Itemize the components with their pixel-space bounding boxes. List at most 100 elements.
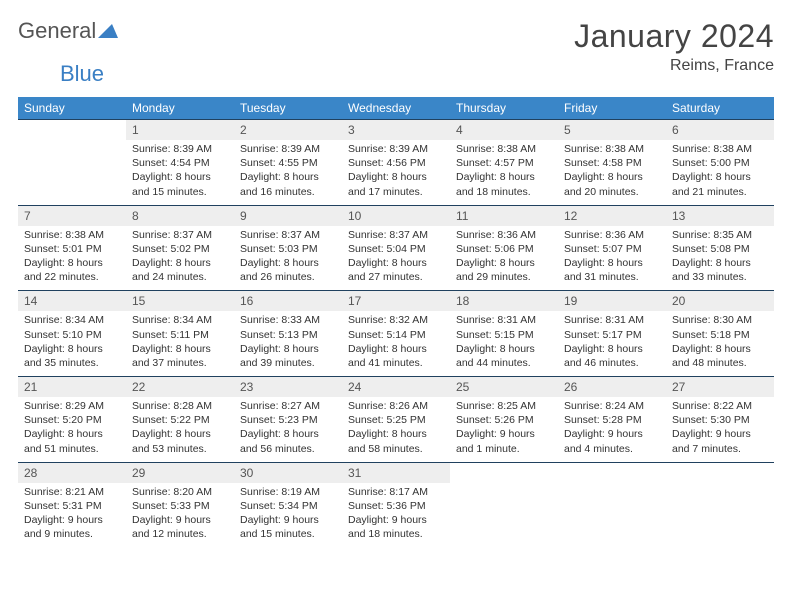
day-number: 12 [558, 206, 666, 226]
calendar-cell: 1Sunrise: 8:39 AMSunset: 4:54 PMDaylight… [126, 120, 234, 206]
calendar-cell [558, 462, 666, 547]
day-number: 5 [558, 120, 666, 140]
calendar-cell: 8Sunrise: 8:37 AMSunset: 5:02 PMDaylight… [126, 205, 234, 291]
calendar-cell [18, 120, 126, 206]
day-details: Sunrise: 8:36 AMSunset: 5:07 PMDaylight:… [558, 228, 666, 285]
day-details: Sunrise: 8:39 AMSunset: 4:56 PMDaylight:… [342, 142, 450, 199]
calendar-cell: 19Sunrise: 8:31 AMSunset: 5:17 PMDayligh… [558, 291, 666, 377]
calendar-cell: 26Sunrise: 8:24 AMSunset: 5:28 PMDayligh… [558, 377, 666, 463]
day-number: 24 [342, 377, 450, 397]
dayname-tuesday: Tuesday [234, 97, 342, 120]
calendar-cell: 22Sunrise: 8:28 AMSunset: 5:22 PMDayligh… [126, 377, 234, 463]
day-details: Sunrise: 8:33 AMSunset: 5:13 PMDaylight:… [234, 313, 342, 370]
day-number: 1 [126, 120, 234, 140]
day-details: Sunrise: 8:38 AMSunset: 4:58 PMDaylight:… [558, 142, 666, 199]
calendar-row: 7Sunrise: 8:38 AMSunset: 5:01 PMDaylight… [18, 205, 774, 291]
calendar-row: 14Sunrise: 8:34 AMSunset: 5:10 PMDayligh… [18, 291, 774, 377]
calendar-row: 21Sunrise: 8:29 AMSunset: 5:20 PMDayligh… [18, 377, 774, 463]
day-number: 10 [342, 206, 450, 226]
day-details: Sunrise: 8:38 AMSunset: 5:01 PMDaylight:… [18, 228, 126, 285]
day-number: 23 [234, 377, 342, 397]
day-number: 21 [18, 377, 126, 397]
calendar-cell: 17Sunrise: 8:32 AMSunset: 5:14 PMDayligh… [342, 291, 450, 377]
calendar-cell: 29Sunrise: 8:20 AMSunset: 5:33 PMDayligh… [126, 462, 234, 547]
day-details: Sunrise: 8:29 AMSunset: 5:20 PMDaylight:… [18, 399, 126, 456]
day-details: Sunrise: 8:25 AMSunset: 5:26 PMDaylight:… [450, 399, 558, 456]
day-number: 15 [126, 291, 234, 311]
day-details: Sunrise: 8:36 AMSunset: 5:06 PMDaylight:… [450, 228, 558, 285]
day-number: 31 [342, 463, 450, 483]
day-number: 30 [234, 463, 342, 483]
calendar-table: SundayMondayTuesdayWednesdayThursdayFrid… [18, 97, 774, 547]
calendar-cell: 11Sunrise: 8:36 AMSunset: 5:06 PMDayligh… [450, 205, 558, 291]
dayname-thursday: Thursday [450, 97, 558, 120]
day-details: Sunrise: 8:37 AMSunset: 5:02 PMDaylight:… [126, 228, 234, 285]
calendar-cell: 30Sunrise: 8:19 AMSunset: 5:34 PMDayligh… [234, 462, 342, 547]
calendar-cell: 21Sunrise: 8:29 AMSunset: 5:20 PMDayligh… [18, 377, 126, 463]
page-title: January 2024 [574, 18, 774, 55]
day-details: Sunrise: 8:24 AMSunset: 5:28 PMDaylight:… [558, 399, 666, 456]
dayname-monday: Monday [126, 97, 234, 120]
calendar-cell: 7Sunrise: 8:38 AMSunset: 5:01 PMDaylight… [18, 205, 126, 291]
dayname-wednesday: Wednesday [342, 97, 450, 120]
calendar-cell: 4Sunrise: 8:38 AMSunset: 4:57 PMDaylight… [450, 120, 558, 206]
day-number: 17 [342, 291, 450, 311]
day-details: Sunrise: 8:38 AMSunset: 4:57 PMDaylight:… [450, 142, 558, 199]
day-details: Sunrise: 8:35 AMSunset: 5:08 PMDaylight:… [666, 228, 774, 285]
calendar-cell: 27Sunrise: 8:22 AMSunset: 5:30 PMDayligh… [666, 377, 774, 463]
day-number: 18 [450, 291, 558, 311]
day-details: Sunrise: 8:21 AMSunset: 5:31 PMDaylight:… [18, 485, 126, 542]
day-number: 6 [666, 120, 774, 140]
day-number: 14 [18, 291, 126, 311]
day-details: Sunrise: 8:34 AMSunset: 5:10 PMDaylight:… [18, 313, 126, 370]
calendar-cell: 3Sunrise: 8:39 AMSunset: 4:56 PMDaylight… [342, 120, 450, 206]
day-number: 28 [18, 463, 126, 483]
calendar-cell [666, 462, 774, 547]
day-number: 29 [126, 463, 234, 483]
day-details: Sunrise: 8:37 AMSunset: 5:03 PMDaylight:… [234, 228, 342, 285]
calendar-row: 28Sunrise: 8:21 AMSunset: 5:31 PMDayligh… [18, 462, 774, 547]
day-details: Sunrise: 8:19 AMSunset: 5:34 PMDaylight:… [234, 485, 342, 542]
day-number: 27 [666, 377, 774, 397]
day-details: Sunrise: 8:34 AMSunset: 5:11 PMDaylight:… [126, 313, 234, 370]
day-details: Sunrise: 8:39 AMSunset: 4:54 PMDaylight:… [126, 142, 234, 199]
calendar-row: 1Sunrise: 8:39 AMSunset: 4:54 PMDaylight… [18, 120, 774, 206]
calendar-cell: 5Sunrise: 8:38 AMSunset: 4:58 PMDaylight… [558, 120, 666, 206]
day-details: Sunrise: 8:31 AMSunset: 5:17 PMDaylight:… [558, 313, 666, 370]
calendar-cell: 23Sunrise: 8:27 AMSunset: 5:23 PMDayligh… [234, 377, 342, 463]
day-details: Sunrise: 8:27 AMSunset: 5:23 PMDaylight:… [234, 399, 342, 456]
logo-triangle-icon [98, 18, 118, 44]
calendar-cell: 6Sunrise: 8:38 AMSunset: 5:00 PMDaylight… [666, 120, 774, 206]
location-label: Reims, France [574, 57, 774, 75]
day-number: 11 [450, 206, 558, 226]
day-details: Sunrise: 8:28 AMSunset: 5:22 PMDaylight:… [126, 399, 234, 456]
dayname-friday: Friday [558, 97, 666, 120]
calendar-cell: 14Sunrise: 8:34 AMSunset: 5:10 PMDayligh… [18, 291, 126, 377]
day-number: 22 [126, 377, 234, 397]
day-details: Sunrise: 8:39 AMSunset: 4:55 PMDaylight:… [234, 142, 342, 199]
brand-logo: General [18, 18, 120, 44]
calendar-cell: 15Sunrise: 8:34 AMSunset: 5:11 PMDayligh… [126, 291, 234, 377]
calendar-cell: 18Sunrise: 8:31 AMSunset: 5:15 PMDayligh… [450, 291, 558, 377]
day-number: 13 [666, 206, 774, 226]
calendar-cell: 25Sunrise: 8:25 AMSunset: 5:26 PMDayligh… [450, 377, 558, 463]
dayname-sunday: Sunday [18, 97, 126, 120]
dayname-saturday: Saturday [666, 97, 774, 120]
day-number: 9 [234, 206, 342, 226]
day-details: Sunrise: 8:20 AMSunset: 5:33 PMDaylight:… [126, 485, 234, 542]
calendar-cell: 12Sunrise: 8:36 AMSunset: 5:07 PMDayligh… [558, 205, 666, 291]
calendar-cell [450, 462, 558, 547]
page-heading: January 2024 Reims, France [574, 18, 774, 75]
calendar-cell: 9Sunrise: 8:37 AMSunset: 5:03 PMDaylight… [234, 205, 342, 291]
day-number: 16 [234, 291, 342, 311]
calendar-cell: 20Sunrise: 8:30 AMSunset: 5:18 PMDayligh… [666, 291, 774, 377]
day-details: Sunrise: 8:30 AMSunset: 5:18 PMDaylight:… [666, 313, 774, 370]
brand-word-1: General [18, 18, 96, 44]
day-details: Sunrise: 8:32 AMSunset: 5:14 PMDaylight:… [342, 313, 450, 370]
calendar-cell: 28Sunrise: 8:21 AMSunset: 5:31 PMDayligh… [18, 462, 126, 547]
day-details: Sunrise: 8:17 AMSunset: 5:36 PMDaylight:… [342, 485, 450, 542]
day-number: 2 [234, 120, 342, 140]
calendar-cell: 16Sunrise: 8:33 AMSunset: 5:13 PMDayligh… [234, 291, 342, 377]
day-details: Sunrise: 8:37 AMSunset: 5:04 PMDaylight:… [342, 228, 450, 285]
day-number: 25 [450, 377, 558, 397]
